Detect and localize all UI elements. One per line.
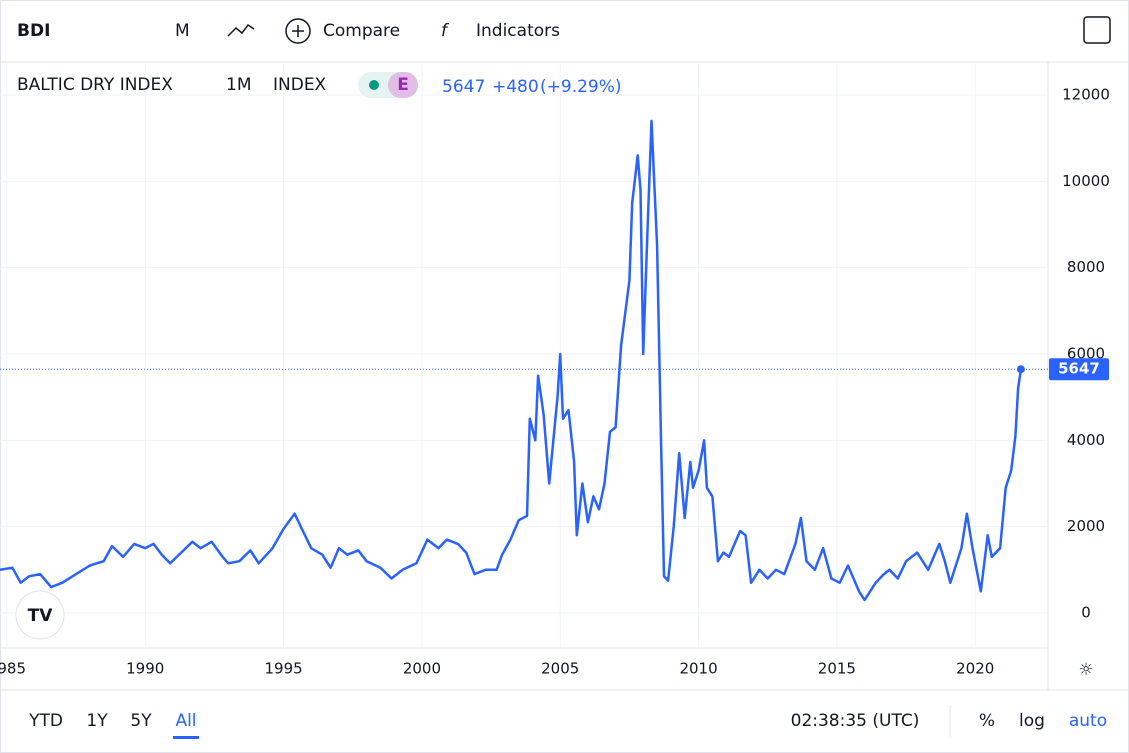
clock: 02:38:35 (UTC) xyxy=(791,711,920,731)
series-interval: 1M xyxy=(226,75,251,95)
indicators[interactable]: Indicators xyxy=(476,21,560,41)
series-name: BALTIC DRY INDEX xyxy=(17,75,173,95)
indicators-icon[interactable]: f xyxy=(441,21,450,41)
x-tick-label: 2000 xyxy=(403,660,441,678)
y-tick-label: 10000 xyxy=(1062,172,1110,190)
y-tick-label: 12000 xyxy=(1062,85,1110,103)
x-tick-label: 2005 xyxy=(541,660,579,678)
change: +480 xyxy=(492,77,539,97)
y-tick-label: 4000 xyxy=(1067,431,1105,449)
range-button[interactable]: YTD xyxy=(28,711,63,731)
symbol[interactable]: BDI xyxy=(17,21,50,41)
y-tick-label: 0 xyxy=(1081,603,1091,621)
compare[interactable]: Compare xyxy=(323,21,400,41)
fullscreen-icon[interactable] xyxy=(1083,16,1111,44)
percent-toggle[interactable]: % xyxy=(979,711,995,731)
logo-mark: TV xyxy=(28,606,54,626)
y-tick-label: 2000 xyxy=(1067,517,1105,535)
y-tick-label: 8000 xyxy=(1067,258,1105,276)
compare-icon-plus xyxy=(292,25,304,37)
y-tick-label: 6000 xyxy=(1067,344,1105,362)
range-underline xyxy=(173,736,199,739)
chart-type-icon[interactable] xyxy=(227,23,255,37)
range-button[interactable]: All xyxy=(175,711,196,731)
auto-toggle[interactable]: auto xyxy=(1069,711,1107,731)
x-tick-label: 1985 xyxy=(0,660,26,678)
last-value: 5647 xyxy=(442,77,485,97)
log-toggle[interactable]: log xyxy=(1019,711,1045,731)
settings-icon[interactable]: ☼ xyxy=(1078,660,1093,680)
last-price-badge xyxy=(1049,358,1109,381)
series-exchange: INDEX xyxy=(273,75,327,95)
x-tick-label: 1995 xyxy=(264,660,302,678)
x-tick-label: 2020 xyxy=(956,660,994,678)
badge-bg xyxy=(388,72,418,98)
change-pct: (+9.29%) xyxy=(540,77,622,97)
price-line xyxy=(0,119,1023,602)
interval[interactable]: M xyxy=(175,21,190,41)
badge: E xyxy=(397,75,409,95)
x-tick-label: 2010 xyxy=(679,660,717,678)
range-button[interactable]: 1Y xyxy=(86,711,108,731)
logo[interactable] xyxy=(15,590,65,640)
status-dot xyxy=(369,80,379,90)
compare-icon[interactable] xyxy=(285,18,311,44)
last-point xyxy=(1016,365,1025,374)
x-tick-label: 1990 xyxy=(126,660,164,678)
last-price-label: 5647 xyxy=(1058,360,1100,378)
range-button[interactable]: 5Y xyxy=(130,711,152,731)
x-tick-label: 2015 xyxy=(818,660,856,678)
